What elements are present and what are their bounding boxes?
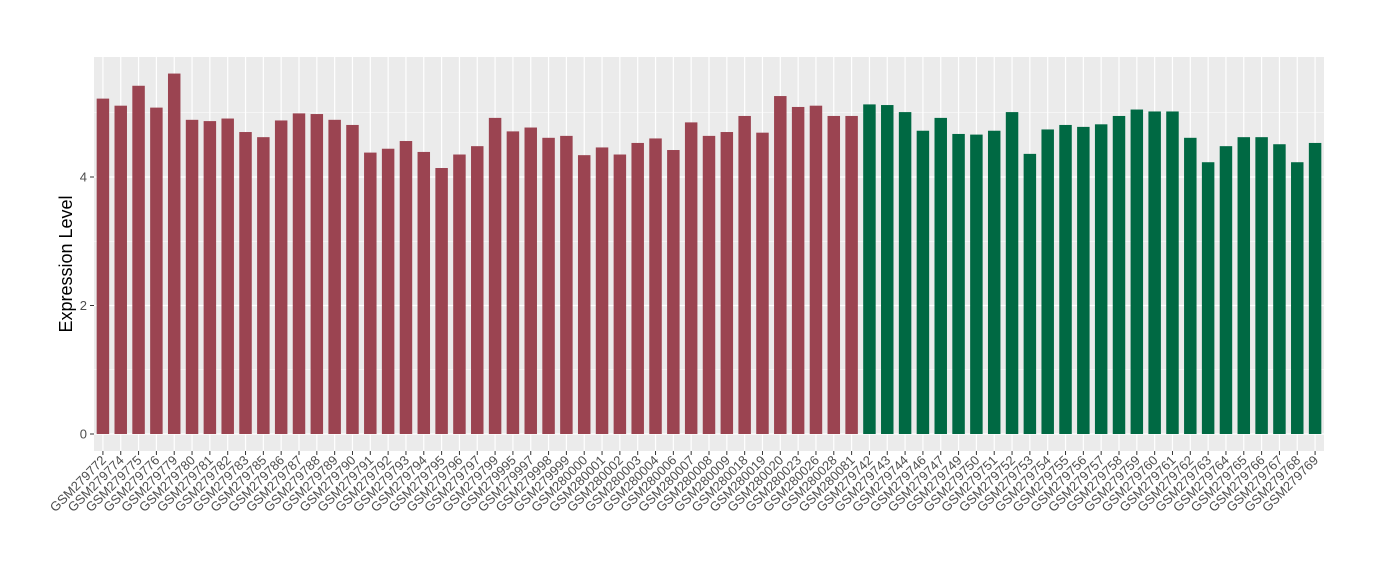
bar <box>970 134 983 434</box>
bar <box>845 115 858 435</box>
bar <box>1094 124 1108 434</box>
bar <box>471 146 484 434</box>
bar <box>292 113 306 434</box>
bar <box>1291 162 1304 434</box>
bar <box>613 154 627 434</box>
bar <box>381 148 395 435</box>
bar <box>577 155 591 434</box>
bar <box>631 142 644 434</box>
bar <box>881 105 894 434</box>
bar <box>453 154 466 434</box>
bar <box>756 132 769 435</box>
bar <box>987 130 1001 435</box>
bar <box>310 114 324 434</box>
bar <box>399 141 413 434</box>
bar <box>934 117 947 434</box>
bar <box>524 127 537 434</box>
bar <box>1308 142 1322 434</box>
bar <box>435 168 448 434</box>
bar <box>560 135 573 434</box>
bar <box>506 131 520 434</box>
bar <box>1219 146 1233 434</box>
y-axis-title: Expression Level <box>56 195 76 332</box>
bar <box>1023 153 1037 434</box>
bar <box>1201 162 1215 434</box>
bar <box>203 121 217 434</box>
y-tick-label: 2 <box>80 298 87 313</box>
bar <box>791 106 805 434</box>
bar <box>114 105 127 435</box>
bar <box>1041 129 1054 434</box>
bar <box>542 137 555 434</box>
bar <box>185 119 199 434</box>
bar <box>649 138 662 434</box>
bar <box>595 147 609 434</box>
bar <box>720 132 734 434</box>
bar <box>1059 124 1072 435</box>
bar <box>702 135 716 434</box>
bar <box>952 133 965 434</box>
bar <box>417 151 431 434</box>
bar <box>221 118 234 434</box>
bar <box>488 117 502 434</box>
bar <box>1077 126 1090 434</box>
bar <box>809 105 823 435</box>
bar <box>898 112 912 435</box>
bar <box>274 120 288 435</box>
y-tick-label: 4 <box>80 170 87 185</box>
bar <box>738 115 751 435</box>
bar <box>239 132 252 434</box>
bar <box>827 115 841 435</box>
bar <box>1184 137 1197 434</box>
bar <box>684 122 698 434</box>
bar <box>1255 137 1268 435</box>
bar <box>1166 111 1179 434</box>
bar <box>328 119 341 434</box>
bar <box>1112 115 1126 435</box>
bar <box>1273 144 1286 435</box>
bar <box>1148 111 1161 434</box>
bar <box>346 124 359 435</box>
bar <box>667 150 680 434</box>
bar <box>916 130 930 435</box>
y-tick-label: 0 <box>80 427 87 442</box>
bar <box>863 104 876 435</box>
bar <box>1005 112 1019 435</box>
bar <box>1130 109 1144 434</box>
bar <box>774 96 787 435</box>
bar <box>364 152 377 434</box>
bar <box>257 137 270 435</box>
bar <box>150 107 163 435</box>
bar <box>96 98 110 435</box>
bar <box>132 85 145 434</box>
bar <box>1237 137 1251 435</box>
bar <box>167 73 181 435</box>
